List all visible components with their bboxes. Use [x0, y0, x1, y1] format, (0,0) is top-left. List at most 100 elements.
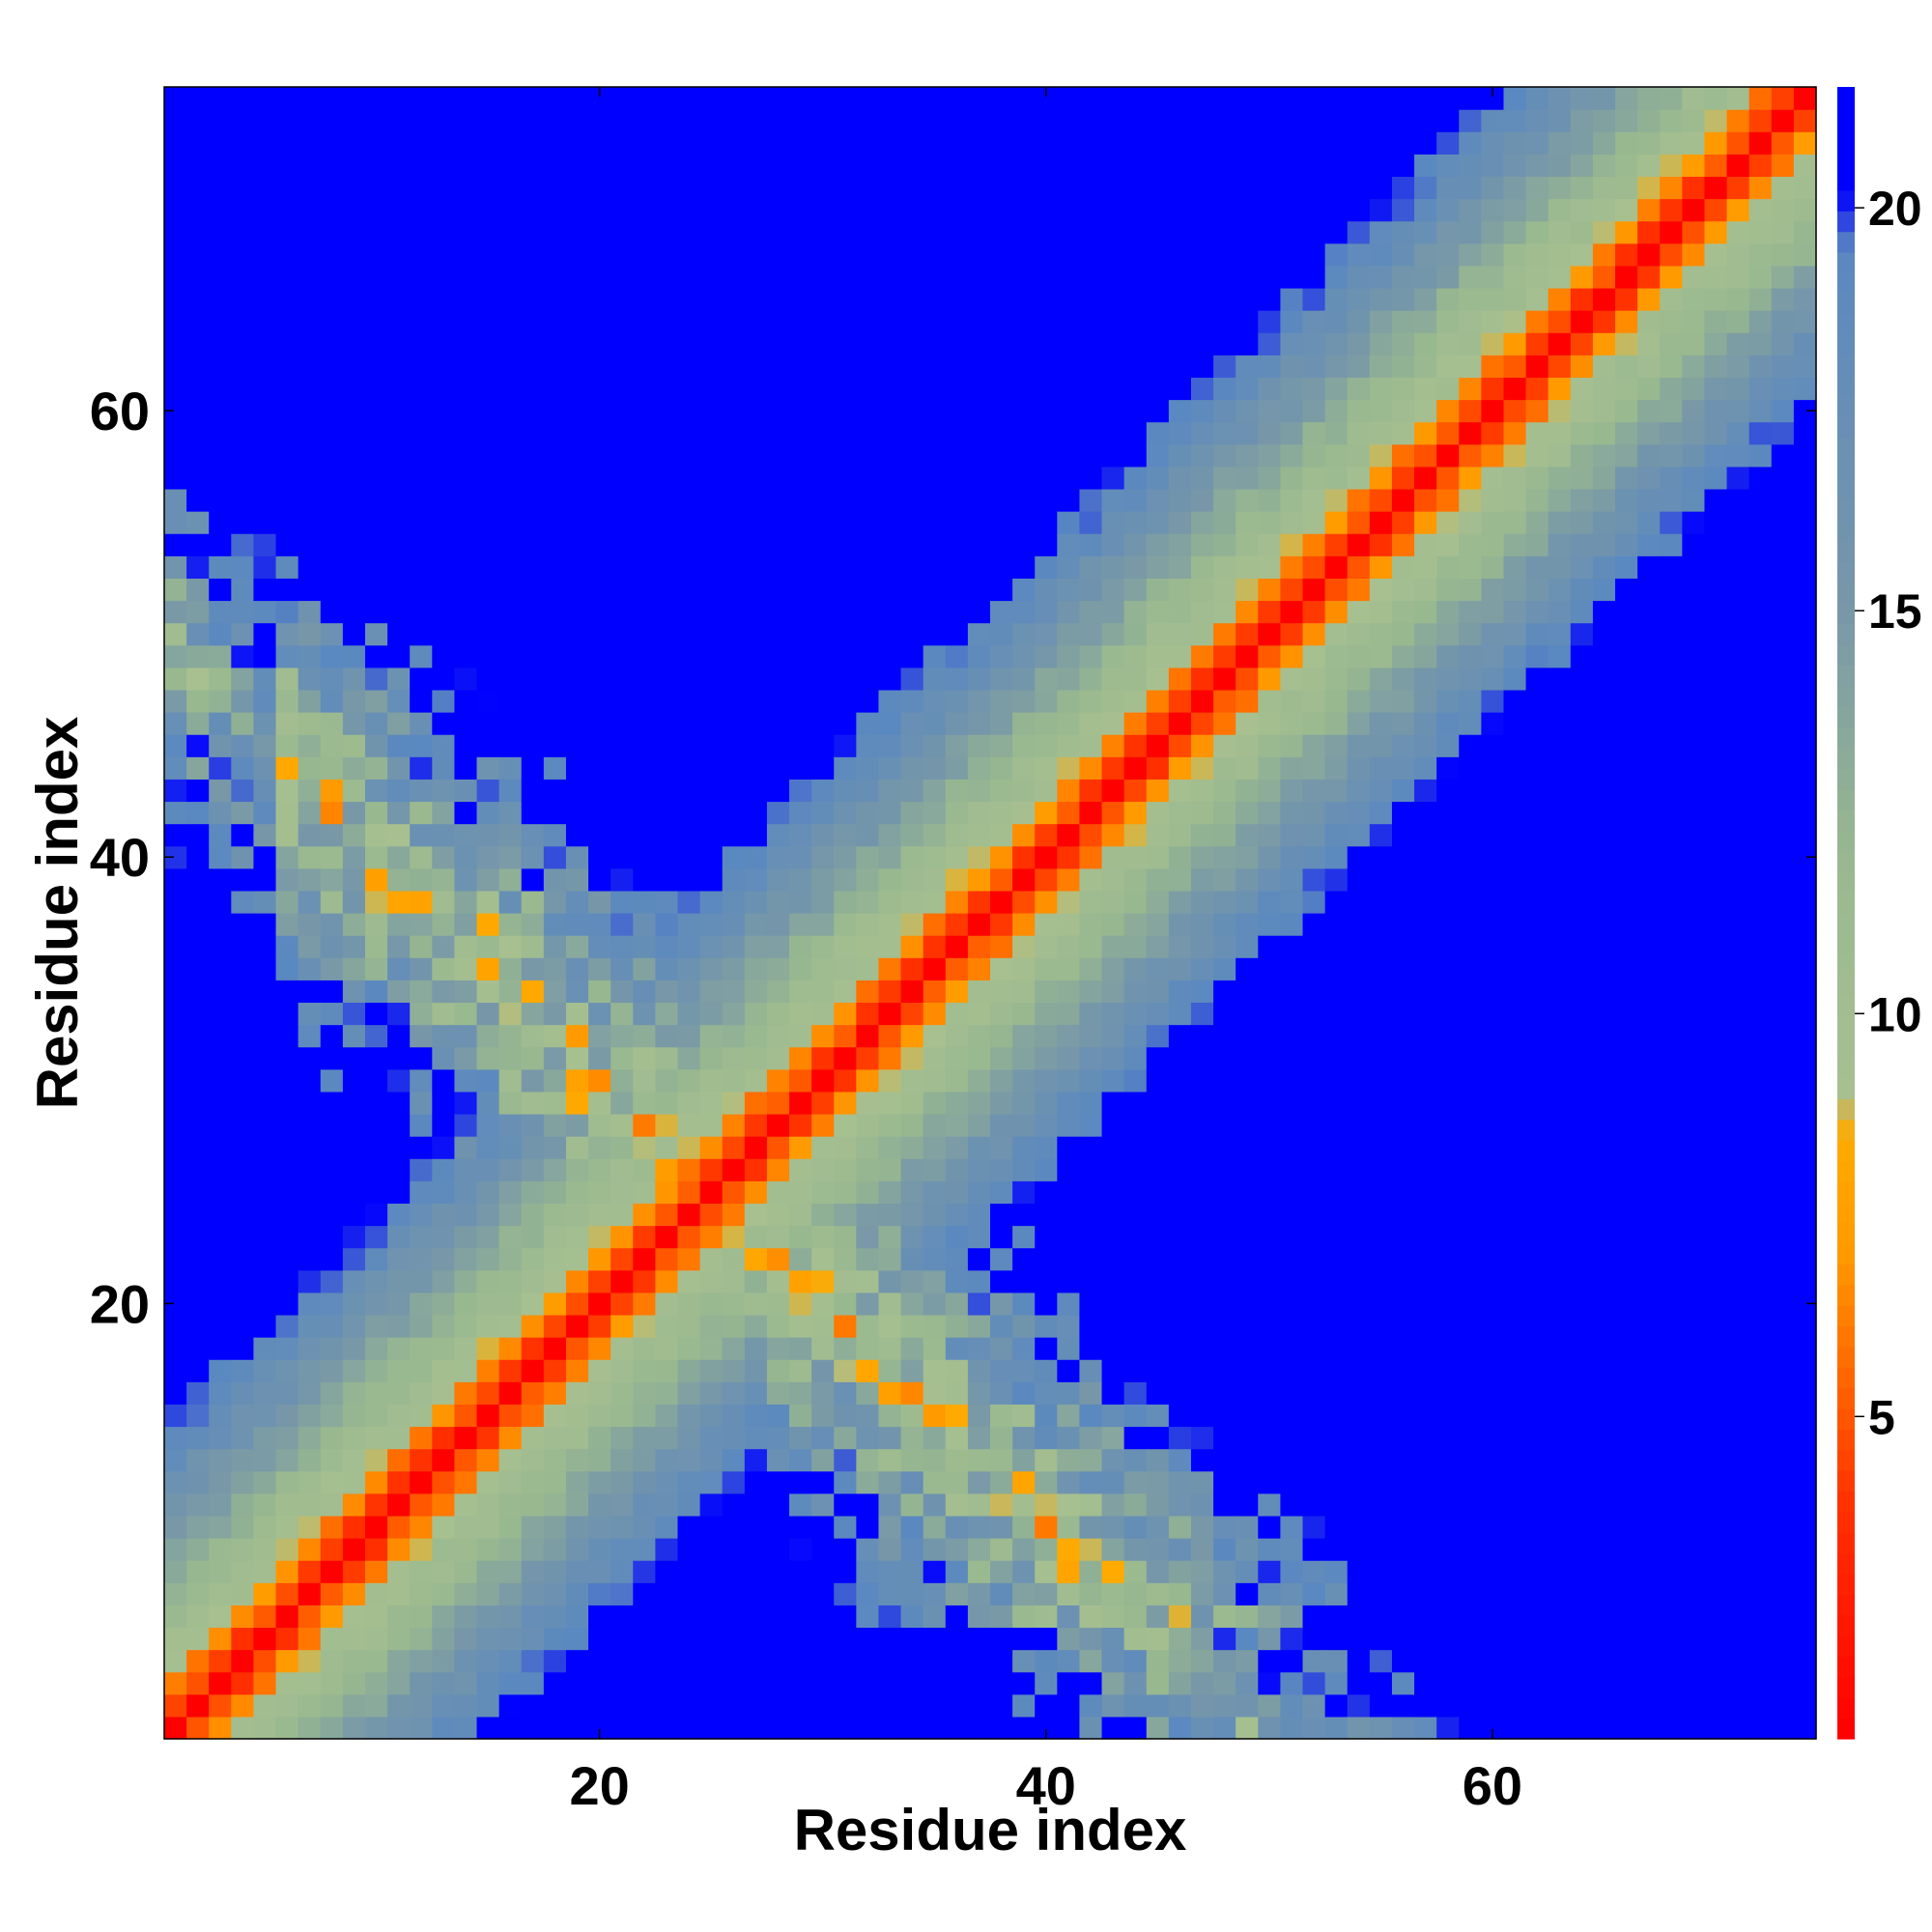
- heatmap-cell: [677, 421, 701, 445]
- heatmap-cell: [588, 220, 611, 244]
- heatmap-cell: [744, 421, 768, 445]
- heatmap-cell: [1168, 488, 1192, 512]
- heatmap-cell: [878, 1359, 902, 1382]
- heatmap-cell: [633, 555, 656, 579]
- heatmap-cell: [878, 1582, 902, 1605]
- heatmap-cell: [410, 1337, 433, 1360]
- heatmap-cell: [1660, 1158, 1683, 1181]
- heatmap-cell: [1123, 1492, 1148, 1517]
- heatmap-cell: [253, 779, 277, 803]
- heatmap-cell: [320, 1426, 344, 1450]
- heatmap-cell: [387, 779, 411, 803]
- heatmap-cell: [253, 443, 277, 468]
- heatmap-cell: [1079, 1180, 1103, 1205]
- heatmap-cell: [588, 913, 611, 936]
- heatmap-cell: [856, 756, 880, 780]
- heatmap-cell: [1414, 1292, 1437, 1316]
- heatmap-cell: [766, 667, 790, 691]
- heatmap-cell: [1035, 1068, 1058, 1093]
- heatmap-cell: [990, 1068, 1013, 1093]
- heatmap-cell: [967, 867, 991, 892]
- heatmap-cell: [699, 1046, 724, 1070]
- heatmap-cell: [1525, 533, 1549, 556]
- heatmap-cell: [699, 1560, 724, 1583]
- heatmap-cell: [1079, 957, 1103, 980]
- heatmap-cell: [521, 1337, 545, 1360]
- heatmap-cell: [1101, 1024, 1125, 1048]
- heatmap-cell: [454, 488, 478, 512]
- heatmap-cell: [410, 488, 433, 512]
- heatmap-cell: [611, 176, 634, 200]
- heatmap-cell: [923, 511, 947, 534]
- heatmap-cell: [476, 1448, 500, 1472]
- heatmap-cell: [1280, 667, 1304, 691]
- heatmap-cell: [677, 87, 701, 110]
- heatmap-cell: [1525, 1292, 1549, 1316]
- heatmap-cell: [186, 1492, 210, 1517]
- heatmap-cell: [923, 1225, 947, 1249]
- heatmap-cell: [1660, 1046, 1683, 1070]
- heatmap-cell: [1436, 109, 1460, 132]
- heatmap-cell: [565, 1337, 589, 1360]
- heatmap-cell: [588, 421, 611, 445]
- heatmap-cell: [1391, 1381, 1415, 1405]
- heatmap-cell: [1525, 1426, 1549, 1450]
- heatmap-cell: [744, 176, 768, 200]
- heatmap-cell: [811, 1113, 835, 1137]
- heatmap-cell: [498, 867, 523, 892]
- heatmap-cell: [1570, 287, 1594, 311]
- heatmap-cell: [900, 87, 924, 110]
- heatmap-cell: [565, 555, 589, 579]
- heatmap-cell: [1168, 890, 1192, 914]
- heatmap-cell: [454, 1359, 478, 1382]
- heatmap-cell: [387, 399, 411, 423]
- heatmap-cell: [990, 913, 1013, 936]
- heatmap-cell: [1101, 1046, 1125, 1070]
- heatmap-cell: [565, 578, 589, 602]
- heatmap-cell: [699, 1024, 724, 1048]
- heatmap-cell: [655, 1046, 679, 1070]
- heatmap-cell: [1414, 1203, 1437, 1227]
- heatmap-cell: [186, 890, 210, 914]
- heatmap-cell: [766, 1269, 790, 1293]
- heatmap-cell: [1236, 1582, 1259, 1605]
- heatmap-cell: [1347, 555, 1371, 579]
- heatmap-cell: [209, 332, 232, 355]
- heatmap-cell: [811, 1515, 835, 1539]
- heatmap-cell: [1615, 1716, 1638, 1740]
- heatmap-cell: [1525, 421, 1549, 445]
- heatmap-cell: [1414, 176, 1437, 200]
- heatmap-cell: [588, 667, 611, 691]
- heatmap-cell: [1213, 242, 1236, 267]
- heatmap-cell: [1057, 1002, 1081, 1026]
- heatmap-cell: [1213, 756, 1236, 780]
- heatmap-cell: [923, 689, 947, 713]
- heatmap-cell: [164, 913, 187, 936]
- heatmap-cell: [521, 957, 545, 980]
- heatmap-cell: [811, 845, 835, 869]
- heatmap-cell: [410, 1470, 433, 1494]
- heatmap-cell: [1347, 1404, 1371, 1428]
- heatmap-cell: [1391, 1605, 1415, 1629]
- heatmap-cell: [1414, 466, 1437, 490]
- heatmap-cell: [1436, 1091, 1460, 1115]
- heatmap-cell: [1236, 1538, 1259, 1561]
- heatmap-cell: [364, 265, 388, 289]
- heatmap-cell: [588, 555, 611, 579]
- heatmap-cell: [1213, 310, 1236, 333]
- heatmap-cell: [1414, 935, 1437, 958]
- heatmap-cell: [766, 176, 790, 200]
- heatmap-cell: [164, 1046, 187, 1070]
- heatmap-cell: [1280, 1404, 1304, 1428]
- heatmap-cell: [1035, 712, 1058, 735]
- heatmap-cell: [231, 1024, 255, 1048]
- heatmap-cell: [1035, 622, 1058, 646]
- heatmap-cell: [1548, 1426, 1572, 1450]
- heatmap-cell: [1123, 242, 1148, 267]
- heatmap-cell: [789, 109, 812, 132]
- heatmap-cell: [1057, 1381, 1081, 1405]
- heatmap-cell: [1637, 890, 1661, 914]
- heatmap-cell: [878, 555, 902, 579]
- heatmap-cell: [878, 823, 902, 847]
- heatmap-cell: [1258, 779, 1282, 803]
